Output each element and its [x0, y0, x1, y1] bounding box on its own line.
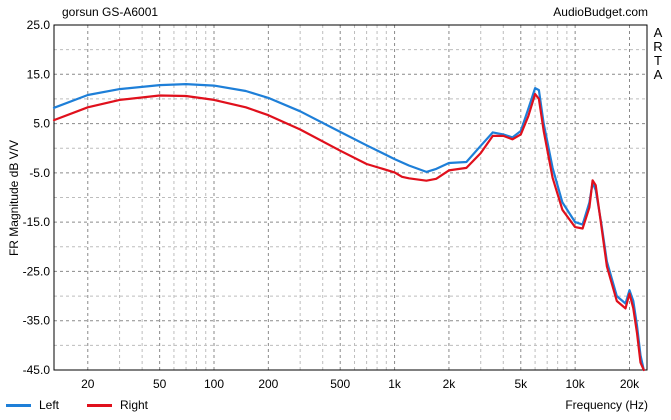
x-tick-label: 2k [443, 377, 457, 391]
y-tick-label: -25.0 [23, 264, 51, 278]
arta-letter: A [653, 25, 663, 40]
legend-label-right: Right [120, 398, 149, 412]
x-tick-label: 20k [620, 377, 640, 391]
arta-letter: T [654, 53, 662, 68]
arta-letter: A [653, 67, 663, 82]
y-tick-label: -35.0 [23, 314, 51, 328]
x-tick-label: 100 [204, 377, 224, 391]
x-tick-label: 20 [81, 377, 95, 391]
y-tick-label: -15.0 [23, 215, 51, 229]
plot-frame [53, 24, 648, 371]
x-tick-label: 200 [258, 377, 278, 391]
chart-title: gorsun GS-A6001 [62, 5, 159, 19]
series-line-right [52, 92, 645, 372]
legend-label-left: Left [39, 398, 60, 412]
series-line-left [52, 82, 645, 372]
x-axis-label: Frequency (Hz) [565, 398, 648, 412]
y-tick-label: -5.0 [29, 166, 50, 180]
x-tick-label: 10k [565, 377, 585, 391]
x-tick-label: 5k [514, 377, 528, 391]
legend-item-left: Left [6, 398, 59, 412]
y-tick-label: 5.0 [33, 117, 50, 131]
x-tick-label: 500 [330, 377, 350, 391]
y-tick-label: 25.0 [27, 18, 51, 32]
x-tick-label: 1k [388, 377, 402, 391]
x-tick-label: 50 [153, 377, 167, 391]
y-tick-label: -45.0 [23, 363, 51, 377]
legend-item-right: Right [87, 398, 148, 412]
legend-swatch-left [6, 403, 31, 407]
legend-swatch-right [87, 403, 112, 407]
site-credit: AudioBudget.com [553, 5, 648, 19]
y-tick-label: 15.0 [27, 67, 51, 81]
arta-letter: R [653, 39, 663, 54]
